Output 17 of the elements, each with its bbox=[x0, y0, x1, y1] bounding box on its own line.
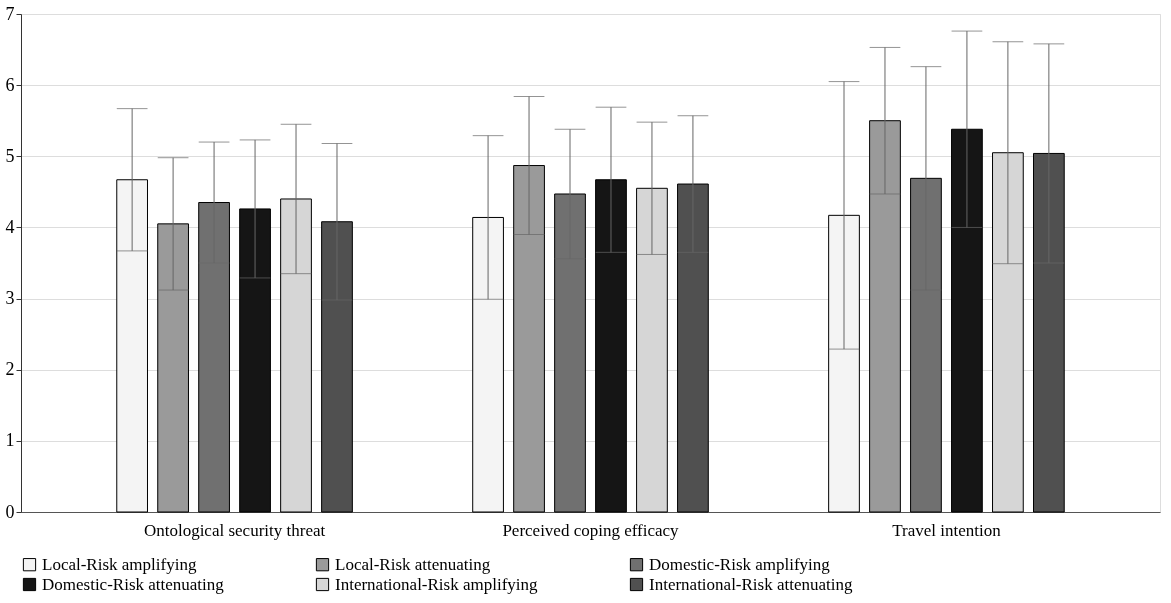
y-tick-label: 3 bbox=[5, 288, 15, 309]
legend-label: International-Risk amplifying bbox=[335, 574, 539, 594]
x-tick-label: Ontological security threat bbox=[143, 520, 326, 540]
y-tick-label: 5 bbox=[5, 145, 15, 166]
legend-label: International-Risk attenuating bbox=[649, 574, 853, 594]
legend-label: Domestic-Risk attenuating bbox=[42, 574, 225, 594]
legend-label: Local-Risk amplifying bbox=[42, 554, 197, 574]
x-tick-label: Perceived coping efficacy bbox=[502, 520, 680, 540]
y-tick-label: 0 bbox=[5, 501, 15, 522]
y-tick-label: 1 bbox=[5, 430, 15, 451]
x-tick-label: Travel intention bbox=[892, 520, 1002, 540]
legend-label: Local-Risk attenuating bbox=[335, 554, 491, 574]
legend-label: Domestic-Risk amplifying bbox=[649, 554, 831, 574]
y-tick-label: 2 bbox=[5, 359, 15, 380]
y-tick-label: 4 bbox=[5, 216, 15, 237]
y-tick-label: 7 bbox=[5, 3, 15, 24]
y-tick-label: 6 bbox=[5, 74, 15, 95]
